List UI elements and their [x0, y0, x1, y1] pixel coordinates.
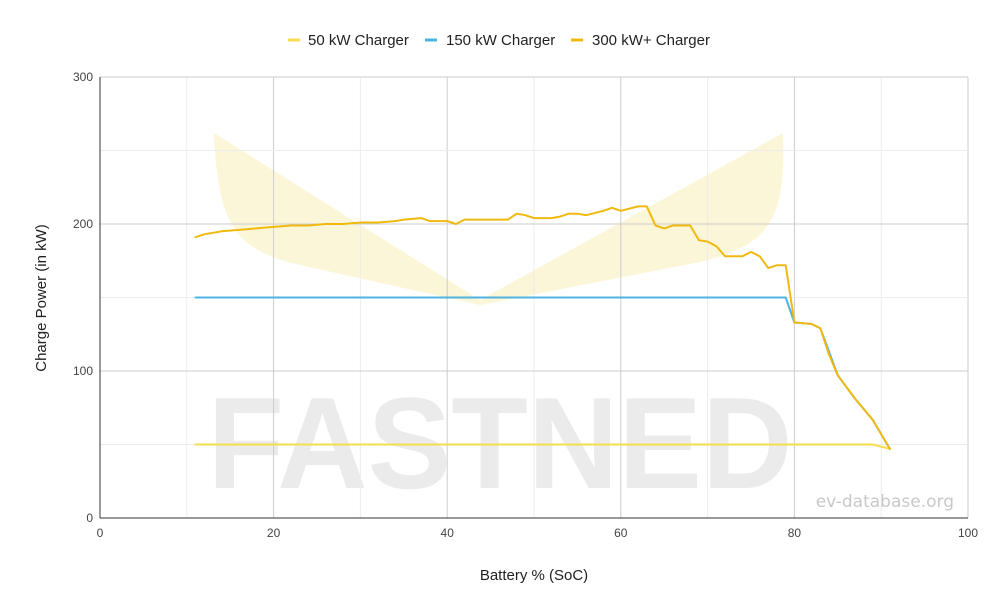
x-tick-label: 60	[614, 526, 628, 540]
fastned-watermark-text: FASTNED	[208, 370, 793, 516]
fastned-watermark: FASTNED	[208, 133, 793, 516]
legend: 50 kW Charger 150 kW Charger 300 kW+ Charg…	[288, 32, 710, 49]
y-tick-label: 0	[86, 511, 93, 525]
axes	[99, 77, 968, 519]
x-axis-title: Battery % (SoC)	[480, 567, 588, 584]
series-lines	[194, 205, 891, 450]
fastned-chevron-logo	[214, 133, 784, 305]
series-line-3	[194, 205, 891, 450]
series-line-1	[194, 443, 891, 450]
legend-label: 300 kW+ Charger	[592, 32, 710, 49]
y-tick-label: 300	[73, 70, 93, 84]
y-axis-title: Charge Power (in kW)	[33, 224, 50, 372]
x-tick-label: 100	[958, 526, 978, 540]
x-tick-label: 20	[267, 526, 281, 540]
x-tick-label: 0	[97, 526, 104, 540]
x-tick-label: 40	[441, 526, 455, 540]
x-tick-labels: 0 20 40 60 80 100	[97, 526, 979, 540]
y-tick-label: 200	[73, 217, 93, 231]
y-tick-labels: 0 100 200 300	[73, 70, 93, 525]
legend-label: 50 kW Charger	[308, 32, 409, 49]
x-tick-label: 80	[788, 526, 802, 540]
source-site-label: ev-database.org	[816, 492, 954, 512]
y-tick-label: 100	[73, 364, 93, 378]
legend-label: 150 kW Charger	[446, 32, 555, 49]
